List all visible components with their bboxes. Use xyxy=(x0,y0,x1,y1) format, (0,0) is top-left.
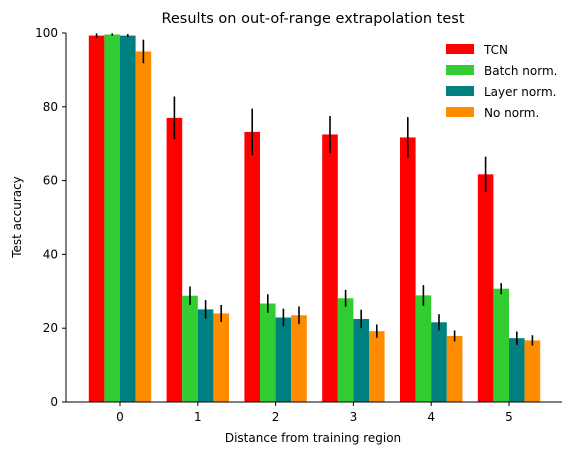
bars-layer xyxy=(88,34,541,403)
bar-no-norm-3 xyxy=(369,331,385,402)
x-tick-label: 2 xyxy=(272,410,280,424)
legend-swatch xyxy=(446,86,474,96)
legend-swatch xyxy=(446,107,474,117)
errorbars-layer xyxy=(95,33,534,346)
bar-no-norm-1 xyxy=(213,313,229,402)
y-tick-label: 40 xyxy=(43,247,58,261)
legend-swatch xyxy=(446,44,474,54)
legend-label: TCN xyxy=(483,43,508,57)
bar-batch-norm-5 xyxy=(493,288,509,402)
bar-batch-norm-3 xyxy=(337,298,354,402)
bar-layer-norm-2 xyxy=(275,317,292,402)
bar-tcn-5 xyxy=(477,174,494,402)
x-tick-label: 1 xyxy=(194,410,202,424)
bar-batch-norm-1 xyxy=(182,295,198,402)
x-tick-label: 3 xyxy=(350,410,358,424)
bar-layer-norm-0 xyxy=(120,35,136,402)
legend: TCN Batch norm. Layer norm. No norm. xyxy=(446,43,557,120)
bar-layer-norm-3 xyxy=(353,318,369,402)
bar-batch-norm-0 xyxy=(104,34,120,402)
bar-tcn-0 xyxy=(88,35,105,402)
bar-layer-norm-5 xyxy=(509,338,525,402)
y-axis-label: Test accuracy xyxy=(10,176,24,259)
chart-title: Results on out-of-range extrapolation te… xyxy=(161,11,464,27)
y-tick-label: 0 xyxy=(50,395,58,409)
bar-tcn-3 xyxy=(322,134,338,402)
y-tick-label: 80 xyxy=(43,100,58,114)
legend-swatch xyxy=(446,65,474,75)
legend-label: Layer norm. xyxy=(484,85,556,99)
y-tick-label: 100 xyxy=(35,26,58,40)
bar-no-norm-5 xyxy=(524,340,541,402)
axes-layer xyxy=(65,33,562,403)
bar-no-norm-2 xyxy=(291,315,307,402)
x-tick-label: 0 xyxy=(116,410,124,424)
legend-label: Batch norm. xyxy=(484,64,557,78)
y-tick-label: 60 xyxy=(43,174,58,188)
x-axis-label: Distance from training region xyxy=(225,431,401,445)
bar-tcn-1 xyxy=(166,117,183,403)
bar-layer-norm-1 xyxy=(197,309,214,402)
bar-no-norm-0 xyxy=(135,51,152,402)
legend-label: No norm. xyxy=(484,106,539,120)
x-ticks: 0 1 2 3 4 5 xyxy=(116,402,513,424)
y-tick-label: 20 xyxy=(43,321,58,335)
x-tick-label: 4 xyxy=(427,410,435,424)
bar-tcn-4 xyxy=(400,137,416,402)
bar-batch-norm-2 xyxy=(260,303,276,402)
bar-batch-norm-4 xyxy=(415,295,432,402)
x-tick-label: 5 xyxy=(505,410,513,424)
bar-tcn-2 xyxy=(244,131,260,402)
bar-no-norm-4 xyxy=(446,335,463,402)
y-ticks: 0 20 40 60 80 100 xyxy=(35,26,66,409)
bar-layer-norm-4 xyxy=(431,322,447,402)
